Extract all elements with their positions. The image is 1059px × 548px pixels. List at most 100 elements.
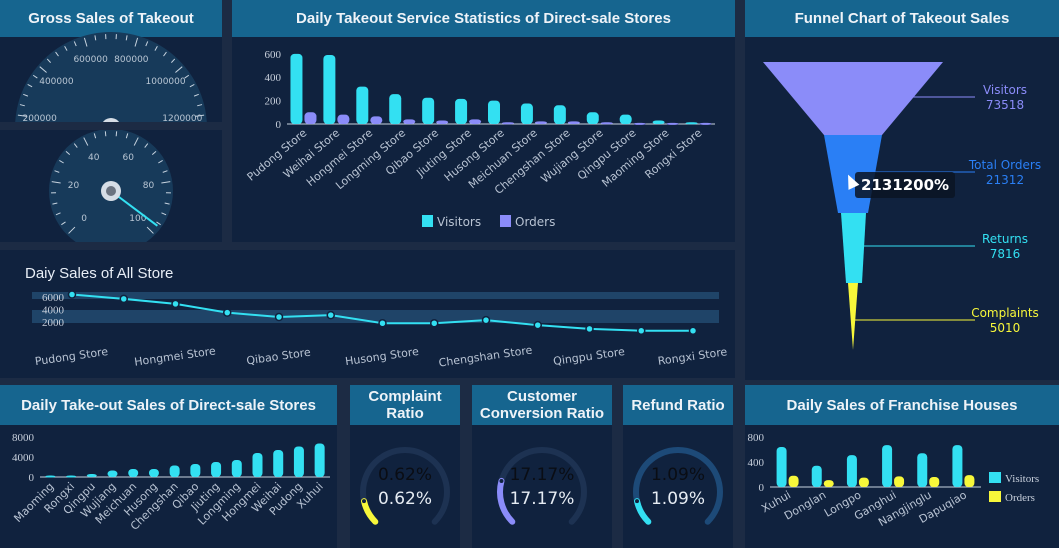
bar: [323, 55, 336, 125]
ratio-marker: [362, 499, 367, 504]
ratio-progress: [497, 477, 516, 525]
gauge-tick: [125, 35, 128, 41]
y-tick-label: 4000: [12, 452, 35, 464]
ratio-track: [497, 447, 587, 525]
funnel-stage-name: Returns: [982, 232, 1028, 246]
funnel-title: Funnel Chart of Takeout Sales: [745, 0, 1059, 37]
gauge-tick: [39, 66, 47, 73]
gauge-hub-center: [106, 186, 116, 196]
bar: [917, 453, 928, 487]
bar: [823, 480, 834, 487]
gauge-tick: [156, 221, 161, 226]
bar: [66, 475, 77, 478]
gauge-tick: [83, 137, 89, 146]
gauge-tick: [54, 170, 60, 173]
x-tick-label: Pudong Store: [34, 345, 109, 368]
bar: [231, 460, 242, 477]
gauge-tick: [197, 104, 203, 107]
gauge-tick: [162, 170, 168, 173]
bar: [633, 122, 646, 125]
gauge-tick: [175, 66, 183, 73]
gauge-tick-label: 0: [81, 214, 87, 224]
bar: [488, 100, 500, 124]
funnel-stage-value: 73518: [986, 98, 1024, 112]
funnel-stage-value: 21312: [986, 173, 1024, 187]
ratio-value-shadow: 17.17%: [510, 465, 575, 485]
bar: [211, 462, 222, 477]
legend-swatch: [989, 472, 1001, 483]
gauge-tick-label: 40: [88, 153, 100, 163]
ratio-track: [360, 447, 450, 525]
legend-swatch: [500, 215, 511, 227]
bar: [403, 119, 416, 124]
legend-label: Visitors: [437, 215, 481, 229]
y-tick-label: 400: [265, 72, 282, 84]
bar: [776, 447, 787, 487]
y-tick-label: 6000: [42, 292, 65, 304]
y-tick-label: 400: [748, 457, 765, 469]
data-point: [481, 315, 491, 325]
funnel-stage-value: 5010: [990, 321, 1021, 335]
ratio-gauge: 17.17% 17.17%: [497, 447, 587, 525]
gauge-tick-label: 1200000: [162, 114, 202, 122]
data-point: [585, 324, 594, 334]
bar: [273, 450, 284, 477]
gauge-tick: [19, 104, 25, 107]
bar: [370, 116, 383, 124]
bar: [882, 445, 893, 487]
gauge-tick: [55, 51, 59, 57]
bar: [699, 122, 712, 125]
gauge-tick: [144, 143, 149, 148]
x-tick-label: Hongmei Store: [133, 344, 216, 368]
gauge-tick: [145, 41, 149, 47]
ratio-marker: [499, 478, 504, 483]
gauge-tick: [73, 41, 77, 47]
legend-label: Orders: [515, 215, 555, 229]
gauge-tick: [17, 114, 27, 117]
gross-sales-gauge: 0200000400000600000800000100000012000001…: [15, 32, 207, 122]
bar: [337, 114, 350, 124]
data-point: [326, 310, 335, 320]
bar: [436, 120, 449, 124]
bar: [894, 476, 905, 487]
bar: [964, 475, 975, 487]
funnel-panel: Funnel Chart of Takeout Sales Visitors 73…: [745, 0, 1059, 380]
y-tick-label: 200: [265, 96, 282, 108]
band: [32, 310, 719, 323]
gauge-tick: [59, 160, 64, 164]
ratio-panel-complaint: Complaint Ratio 0.62% 0.62%: [350, 385, 460, 548]
bar: [314, 443, 325, 477]
y-tick-label: 0: [276, 119, 282, 131]
secondary-gauge: 0 20 40 60 80 100: [49, 130, 173, 242]
gauge-tick: [73, 143, 78, 148]
data-point: [637, 326, 646, 335]
x-tick-label: Chengshan Store: [438, 343, 533, 369]
data-point: [223, 308, 232, 317]
gauge-tick: [193, 93, 199, 97]
gauge-tick: [163, 51, 167, 57]
bar: [567, 121, 580, 124]
gauge-tick: [151, 150, 157, 156]
gauge-tick-label: 400000: [39, 77, 74, 87]
gauge-tick: [158, 160, 163, 164]
gauge-tick: [32, 74, 38, 79]
bar: [455, 98, 468, 124]
gauge-tick: [184, 74, 190, 79]
gauge-tick: [171, 58, 176, 63]
ratio-marker: [635, 499, 640, 504]
bar: [502, 122, 514, 125]
y-tick-label: 2000: [42, 317, 65, 329]
daily-line-title: Daiy Sales of All Store: [25, 265, 174, 282]
y-tick-label: 0: [29, 472, 35, 484]
x-tick-label: Qibao Store: [246, 346, 312, 368]
y-tick-label: 800: [748, 432, 765, 444]
ratio-track: [633, 447, 723, 525]
daily-line-panel: Daiy Sales of All Store 2000 4000 6000 Pudo…: [0, 250, 735, 378]
gauge-tick: [64, 45, 68, 51]
gauge-tick-label: 60: [123, 153, 135, 163]
bar: [290, 53, 303, 124]
bar: [293, 446, 304, 477]
gauge-tick: [27, 84, 33, 88]
